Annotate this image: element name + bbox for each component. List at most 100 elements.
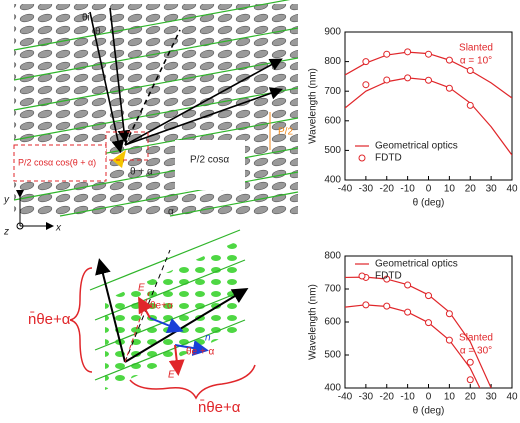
point [362,81,370,89]
point [425,292,432,300]
slanted-grating-diagram: θi θ θ + α P/2 P/2 cosα P/2 cosα cos(θ +… [3,0,299,238]
annotation: Slanted [459,333,493,344]
point [404,74,412,82]
x-tick-label: 10 [444,184,456,195]
y-axis-label: Wavelength (nm) [308,284,319,360]
n-vector [149,317,184,333]
x-tick-label: -10 [400,184,415,195]
y-tick-label: 700 [324,86,341,97]
point [425,76,432,84]
z-axis-dot [16,222,24,230]
point [425,319,432,327]
x-tick-label: -20 [380,392,395,403]
label: α [168,207,174,218]
y-tick-label: 700 [324,284,341,295]
point [466,376,474,384]
y-tick-label: 600 [324,115,341,126]
label: θ + α [130,167,153,178]
point [445,310,453,318]
y-tick-label: 900 [324,27,341,38]
label: θe+α [150,301,173,312]
y-tick-label: 800 [324,56,341,67]
point [466,66,474,74]
y-axis-label: Wavelength (nm) [308,68,319,144]
point [404,308,412,316]
n-vector [174,340,209,356]
x-tick-label: -30 [359,392,374,403]
green-lines [13,0,299,217]
x-tick-label: -40 [338,392,353,403]
label: E [168,370,175,381]
annotation: Slanted [459,43,493,54]
x-tick-label: 20 [465,184,477,195]
label: y [3,195,10,206]
point [404,48,412,56]
ray [124,287,249,363]
x-tick-label: 0 [426,392,432,403]
point [445,84,453,92]
annotation: α = 10° [460,56,492,67]
label: P/2 cosα [190,155,229,166]
legend-swatch [358,272,366,280]
label: θ [95,27,101,38]
point [383,76,391,84]
point [383,302,391,310]
point [362,301,370,309]
normal [124,249,171,363]
label: x [55,223,62,234]
legend-label: FDTD [375,271,402,282]
x-tick-label: -30 [359,184,374,195]
point [404,281,412,289]
label-box [13,144,107,182]
label: P/2 cosα cos(θ + α) [18,157,96,167]
label: n̄θe+α [28,311,71,328]
x-tick-label: -40 [338,184,353,195]
point [383,50,391,58]
point [445,56,453,64]
point [466,101,474,109]
x-tick-label: -10 [400,392,415,403]
y-tick-label: 500 [324,350,341,361]
label: n [205,333,211,344]
point [466,358,474,366]
e-vector [138,296,153,319]
point [425,50,432,58]
x-tick-label: 0 [426,184,432,195]
x-axis-label: θ (deg) [413,406,445,417]
legend-label: Geometrical optics [375,259,458,270]
angle-wedge [112,150,126,168]
brace [69,267,93,373]
legend-swatch [358,154,366,162]
x-tick-label: 20 [465,392,477,403]
x-tick-label: 30 [486,184,498,195]
legend-label: Geometrical optics [375,141,458,152]
point [445,336,453,344]
x-tick-label: 40 [506,184,518,195]
label: z [3,227,9,238]
y-tick-label: 600 [324,317,341,328]
label: θi [82,13,90,24]
point [383,275,391,283]
label: P/2 [278,127,293,138]
annotation: α = 30° [460,346,492,357]
y-tick-label: 400 [324,383,341,394]
x-axis-label: θ (deg) [413,198,445,209]
x-tick-label: 40 [506,392,518,403]
plot-area [345,48,512,156]
green-ellipses [105,240,240,390]
x-tick-label: 10 [444,392,456,403]
label: E [138,283,145,294]
label-box [175,140,245,190]
legend-label: FDTD [375,153,402,164]
point [362,58,370,66]
ray [95,258,126,363]
plot-area [345,273,492,388]
brace [129,364,256,400]
x-tick-label: 30 [486,392,498,403]
x-tick-label: -20 [380,184,395,195]
label: n̄θe+α [198,399,241,416]
e-vector [168,344,185,376]
y-tick-label: 400 [324,175,341,186]
field-diagram: E θe+α n θe + α E n̄θe+α n̄θe+α [28,229,256,416]
